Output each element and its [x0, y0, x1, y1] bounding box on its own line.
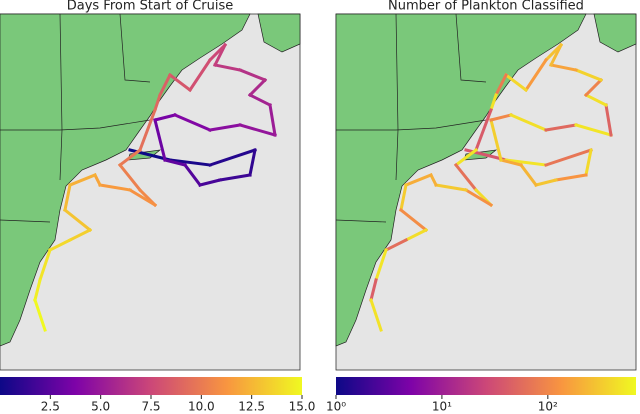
track-segment	[489, 118, 503, 162]
panel-title: Days From Start of Cruise	[67, 0, 234, 14]
track-segment	[403, 227, 429, 243]
track-segment	[489, 93, 498, 112]
track-segment	[138, 108, 157, 152]
track-segment	[453, 162, 479, 193]
track-segment	[208, 148, 257, 167]
track-segment	[543, 42, 564, 63]
track-segment	[67, 227, 93, 243]
track-segment	[208, 123, 242, 132]
colorbar-tick-label: 15.0	[289, 400, 316, 414]
track-segment	[38, 248, 52, 282]
track-segment	[168, 158, 212, 167]
track-segment	[398, 207, 429, 233]
track-segment	[549, 63, 578, 72]
colorbar-tick-label: 12.5	[238, 400, 265, 414]
left-panel: Days From Start of Cruise 2.5 5.0 7.5 10.0 1…	[0, 0, 315, 414]
track-segment	[399, 183, 408, 212]
track-segment	[167, 72, 193, 93]
track-segment	[238, 123, 277, 137]
colorbar-tick-label: 10⁰	[326, 400, 346, 414]
track-segment	[604, 103, 613, 137]
track-segment	[117, 162, 143, 193]
colorbar-tick-label: 10²	[538, 400, 558, 414]
track-segment	[198, 178, 222, 187]
track-segment	[153, 113, 177, 122]
track-segment	[68, 173, 97, 187]
track-segment	[523, 57, 549, 93]
colorbar-tick-label: 10¹	[432, 400, 452, 414]
track-segment	[33, 278, 42, 302]
track-segment	[117, 147, 143, 168]
track-segment	[544, 148, 593, 167]
track-segment	[157, 72, 173, 98]
track-segment	[369, 278, 378, 302]
panel-title: Number of Plankton Classified	[388, 0, 584, 14]
track-segment	[247, 92, 273, 108]
colorbar-tick-label: 10.0	[188, 400, 215, 414]
track-segment	[218, 173, 252, 182]
track-segment	[518, 162, 539, 188]
track-segment	[509, 113, 548, 132]
track-segment	[127, 187, 158, 208]
track-segment	[163, 158, 187, 167]
track-segment	[62, 207, 93, 233]
track-segment	[248, 148, 257, 177]
track-segment	[238, 68, 267, 82]
track-segment	[534, 178, 558, 187]
track-segment	[63, 183, 72, 212]
track-segment	[554, 173, 588, 182]
colorbar	[336, 377, 636, 395]
track-segment	[153, 93, 162, 112]
track-segment	[463, 187, 494, 208]
track-segment	[574, 68, 603, 82]
track-segment	[207, 42, 228, 63]
track-segment	[574, 123, 613, 137]
track-segment	[453, 147, 479, 168]
track-segment	[47, 237, 73, 253]
track-segment	[33, 298, 47, 332]
track-segment	[489, 113, 513, 122]
track-segment	[428, 172, 439, 188]
track-segment	[504, 158, 548, 167]
track-segment	[493, 72, 509, 98]
track-segment	[247, 77, 268, 98]
track-segment	[268, 103, 277, 137]
track-segment	[503, 72, 529, 93]
track-segment	[544, 123, 578, 132]
track-segment	[383, 237, 409, 253]
colorbar	[0, 377, 302, 395]
track-segment	[374, 248, 388, 282]
track-segment	[584, 148, 593, 177]
colorbar-tick-label: 2.5	[41, 400, 60, 414]
track-segment	[182, 162, 203, 188]
track-segment	[474, 108, 493, 152]
track-segment	[583, 92, 609, 108]
track-segment	[153, 118, 167, 162]
track-segment	[173, 113, 212, 132]
track-segment	[583, 77, 604, 98]
track-segment	[213, 63, 242, 72]
track-segment	[92, 172, 103, 188]
right-panel: Number of Plankton Classified 10⁰ 10¹ 10²	[326, 0, 637, 414]
colorbar-tick-label: 7.5	[141, 400, 160, 414]
track-segment	[404, 173, 433, 187]
track-segment	[499, 158, 523, 167]
track-segment	[434, 183, 468, 192]
track-segment	[98, 183, 132, 192]
colorbar-tick-label: 5.0	[91, 400, 110, 414]
track-segment	[369, 298, 383, 332]
track-segment	[187, 57, 213, 93]
